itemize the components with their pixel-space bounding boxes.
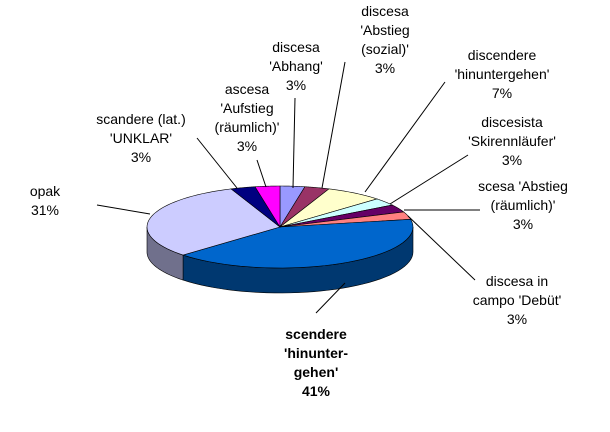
- leader-line: [407, 215, 476, 281]
- value-label: 3%: [374, 60, 396, 76]
- slice-label: discesista 'Skirennläufer' 3%: [457, 113, 567, 170]
- category-label: discesa in campo 'Debüt': [472, 273, 562, 308]
- leader-line: [256, 159, 267, 188]
- slice-label: scandere (lat.) 'UNKLAR' 3%: [86, 110, 196, 167]
- value-label: 3%: [501, 152, 523, 168]
- slice-label: discesa 'Abstieg (sozial)' 3%: [354, 2, 416, 78]
- value-label: 7%: [491, 85, 513, 101]
- category-label: discendere 'hinuntergehen': [454, 47, 550, 82]
- slice: [182, 219, 414, 269]
- category-label: opak: [29, 183, 61, 199]
- category-label: ascesa 'Aufstieg (räumlich)': [214, 81, 280, 135]
- value-label: 3%: [285, 77, 307, 93]
- leader-line: [321, 61, 346, 189]
- leader-line: [315, 282, 346, 314]
- value-label: 3%: [512, 216, 534, 232]
- slice-label: discendere 'hinuntergehen' 7%: [442, 46, 562, 103]
- slice-label: discesa in campo 'Debüt' 3%: [465, 272, 569, 329]
- value-label: 31%: [30, 202, 60, 218]
- slice: [279, 188, 378, 228]
- value-label: 3%: [506, 311, 528, 327]
- slice-label: scesa 'Abstieg (räumlich)' 3%: [471, 177, 575, 234]
- leader-line: [196, 137, 238, 189]
- category-label: scesa 'Abstieg (räumlich)': [478, 178, 568, 213]
- category-label: scandere (lat.) 'UNKLAR': [96, 111, 186, 146]
- slice-label: opak 31%: [25, 182, 65, 220]
- slice: [230, 186, 281, 228]
- value-label: 3%: [236, 138, 258, 154]
- category-label: discesa 'Abstieg (sozial)': [360, 3, 410, 57]
- category-label: discesa 'Abhang': [269, 39, 323, 74]
- value-label: 3%: [130, 149, 152, 165]
- category-label: scendere 'hinunter-gehen': [284, 326, 348, 380]
- leader-line: [96, 204, 151, 215]
- category-label: discesista 'Skirennläufer': [468, 114, 556, 149]
- leader-line: [389, 154, 469, 205]
- slice: [254, 185, 281, 229]
- slice: [146, 188, 281, 256]
- slice-label: discesa 'Abhang' 3%: [261, 38, 331, 95]
- slice-label: scendere 'hinunter-gehen' 41%: [279, 325, 353, 401]
- value-label: 41%: [301, 383, 331, 399]
- slice: [279, 186, 330, 228]
- leader-line: [364, 81, 446, 193]
- slice: [279, 204, 405, 228]
- slice-label: ascesa 'Aufstieg (räumlich)' 3%: [207, 80, 287, 156]
- leader-line: [292, 97, 296, 189]
